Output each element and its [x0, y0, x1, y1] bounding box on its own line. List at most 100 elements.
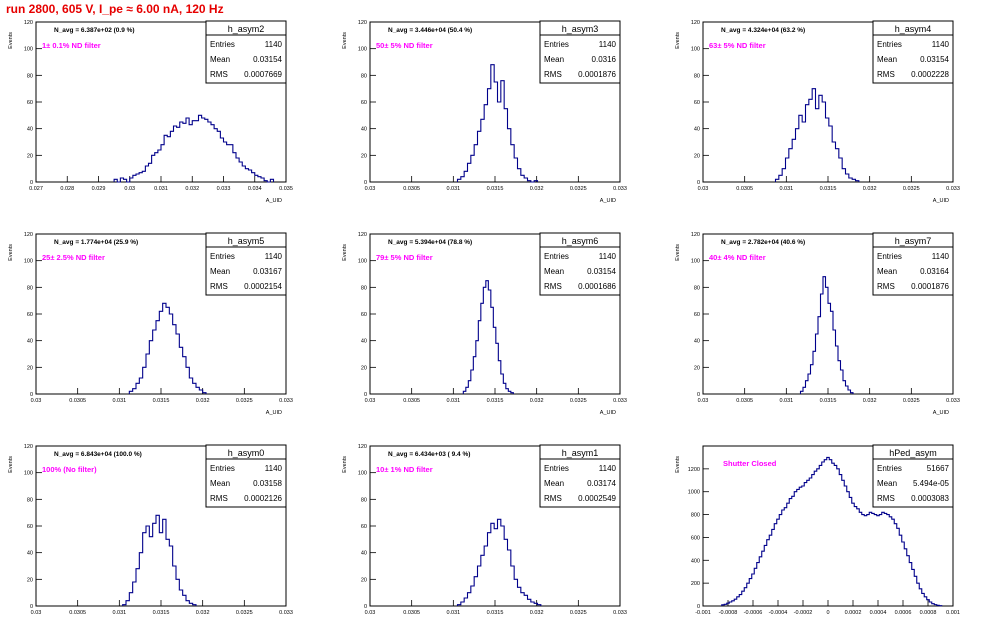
x-tick-label: 0.033: [279, 610, 293, 616]
navg-label: N_avg = 5.394e+04 (78.8 %): [388, 239, 472, 246]
y-tick-label: 0: [30, 604, 33, 610]
x-tick-label: 0.0006: [895, 610, 912, 616]
histogram-series-h_asym6: [462, 280, 514, 394]
y-tick-label: 1200: [688, 467, 700, 473]
y-tick-label: 800: [691, 513, 700, 519]
x-tick-label: 0.031: [779, 398, 793, 404]
y-tick-label: 120: [358, 444, 367, 450]
y-axis-label: Events: [675, 456, 681, 473]
y-tick-label: 20: [361, 365, 367, 371]
histogram-panel-h_asym3: 0 20 40 60 80 100 120 0.03 0.0305 0.031 0.0315 0.03…: [342, 20, 627, 204]
x-tick-label: 0.028: [60, 186, 74, 192]
stat-value-mean: 0.03154: [253, 55, 282, 64]
y-tick-label: 60: [27, 100, 33, 106]
y-tick-label: 120: [691, 20, 700, 26]
stat-value-mean: 0.03167: [253, 267, 282, 276]
y-tick-label: 80: [361, 285, 367, 291]
navg-label: N_avg = 6.843e+04 (100.0 %): [54, 451, 142, 458]
y-tick-label: 80: [27, 497, 33, 503]
histogram-panel-h_asym0: 0 20 40 60 80 100 120 0.03 0.0305 0.031 0.0315 0.03…: [8, 444, 293, 616]
x-tick-label: 0.032: [185, 186, 199, 192]
y-tick-label: 20: [361, 577, 367, 583]
y-axis-label: Events: [342, 244, 348, 261]
x-tick-label: 0.03: [31, 610, 42, 616]
stat-label-entries: Entries: [877, 40, 902, 49]
stat-label-rms: RMS: [544, 494, 562, 503]
stat-label-mean: Mean: [877, 267, 897, 276]
x-tick-label: 0: [826, 610, 829, 616]
y-tick-label: 120: [358, 20, 367, 26]
histogram-name: h_asym0: [228, 448, 265, 458]
x-tick-label: 0.032: [863, 398, 877, 404]
filter-label: 25± 2.5% ND filter: [42, 253, 105, 262]
x-tick-label: 0.027: [29, 186, 43, 192]
filter-label: 79± 5% ND filter: [376, 253, 433, 262]
y-tick-label: 0: [364, 180, 367, 186]
x-tick-label: 0.033: [217, 186, 231, 192]
histogram-name: hPed_asym: [889, 448, 937, 458]
histogram-name: h_asym7: [895, 236, 932, 246]
y-tick-label: 40: [27, 127, 33, 133]
y-tick-label: 0: [697, 392, 700, 398]
x-tick-label: 0.0315: [487, 610, 504, 616]
stat-label-rms: RMS: [877, 282, 895, 291]
navg-label: N_avg = 6.434e+03 ( 9.4 %): [388, 451, 470, 458]
y-tick-label: 100: [691, 47, 700, 53]
x-tick-label: 0.0325: [903, 186, 920, 192]
stats-box: [205, 246, 287, 296]
x-tick-label: 0.031: [154, 186, 168, 192]
y-axis-label: Events: [342, 456, 348, 473]
x-tick-label: 0.0325: [236, 610, 253, 616]
y-tick-label: 0: [30, 392, 33, 398]
y-axis-label: Events: [675, 32, 681, 49]
stat-label-entries: Entries: [877, 464, 902, 473]
x-tick-label: 0.0315: [153, 398, 170, 404]
y-tick-label: 60: [27, 312, 33, 318]
stat-value-entries: 51667: [927, 464, 950, 473]
stat-value-entries: 1140: [932, 252, 950, 261]
stat-value-mean: 5.494e-05: [913, 479, 950, 488]
x-tick-label: -0.0004: [769, 610, 788, 616]
y-axis-label: Events: [675, 244, 681, 261]
y-tick-label: 40: [361, 127, 367, 133]
x-tick-label: 0.032: [863, 186, 877, 192]
x-tick-label: 0.0315: [487, 186, 504, 192]
y-tick-label: 120: [358, 232, 367, 238]
filter-label: 1± 0.1% ND filter: [42, 41, 101, 50]
stat-label-rms: RMS: [877, 70, 895, 79]
stat-label-mean: Mean: [210, 267, 230, 276]
x-tick-label: -0.0002: [794, 610, 813, 616]
x-tick-label: 0.033: [613, 186, 627, 192]
y-axis-label: Events: [8, 32, 14, 49]
x-tick-label: 0.0315: [820, 186, 837, 192]
stat-label-mean: Mean: [210, 55, 230, 64]
y-tick-label: 120: [24, 232, 33, 238]
stat-label-entries: Entries: [544, 464, 569, 473]
stats-box: [872, 34, 954, 84]
histogram-series-h_asym7: [799, 276, 854, 394]
histogram-series-h_asym5: [128, 302, 207, 394]
stat-label-rms: RMS: [544, 70, 562, 79]
stat-label-entries: Entries: [210, 252, 235, 261]
stat-label-rms: RMS: [544, 282, 562, 291]
x-tick-label: 0.03: [365, 398, 376, 404]
y-tick-label: 200: [691, 581, 700, 587]
y-tick-label: 80: [694, 285, 700, 291]
histogram-series-hPed_asym: [721, 456, 943, 607]
x-tick-label: 0.0008: [920, 610, 937, 616]
x-tick-label: 0.031: [112, 610, 126, 616]
stat-label-mean: Mean: [544, 55, 564, 64]
x-tick-label: 0.0315: [820, 398, 837, 404]
y-tick-label: 40: [694, 127, 700, 133]
y-axis-label: Events: [8, 244, 14, 261]
stats-box: [872, 246, 954, 296]
y-tick-label: 120: [691, 232, 700, 238]
y-tick-label: 0: [697, 180, 700, 186]
stat-value-entries: 1140: [599, 252, 617, 261]
y-tick-label: 400: [691, 558, 700, 564]
y-tick-label: 0: [364, 392, 367, 398]
histogram-series-h_asym2: [113, 114, 275, 183]
x-tick-label: 0.033: [946, 186, 960, 192]
y-tick-label: 60: [361, 312, 367, 318]
x-tick-label: 0.033: [279, 398, 293, 404]
